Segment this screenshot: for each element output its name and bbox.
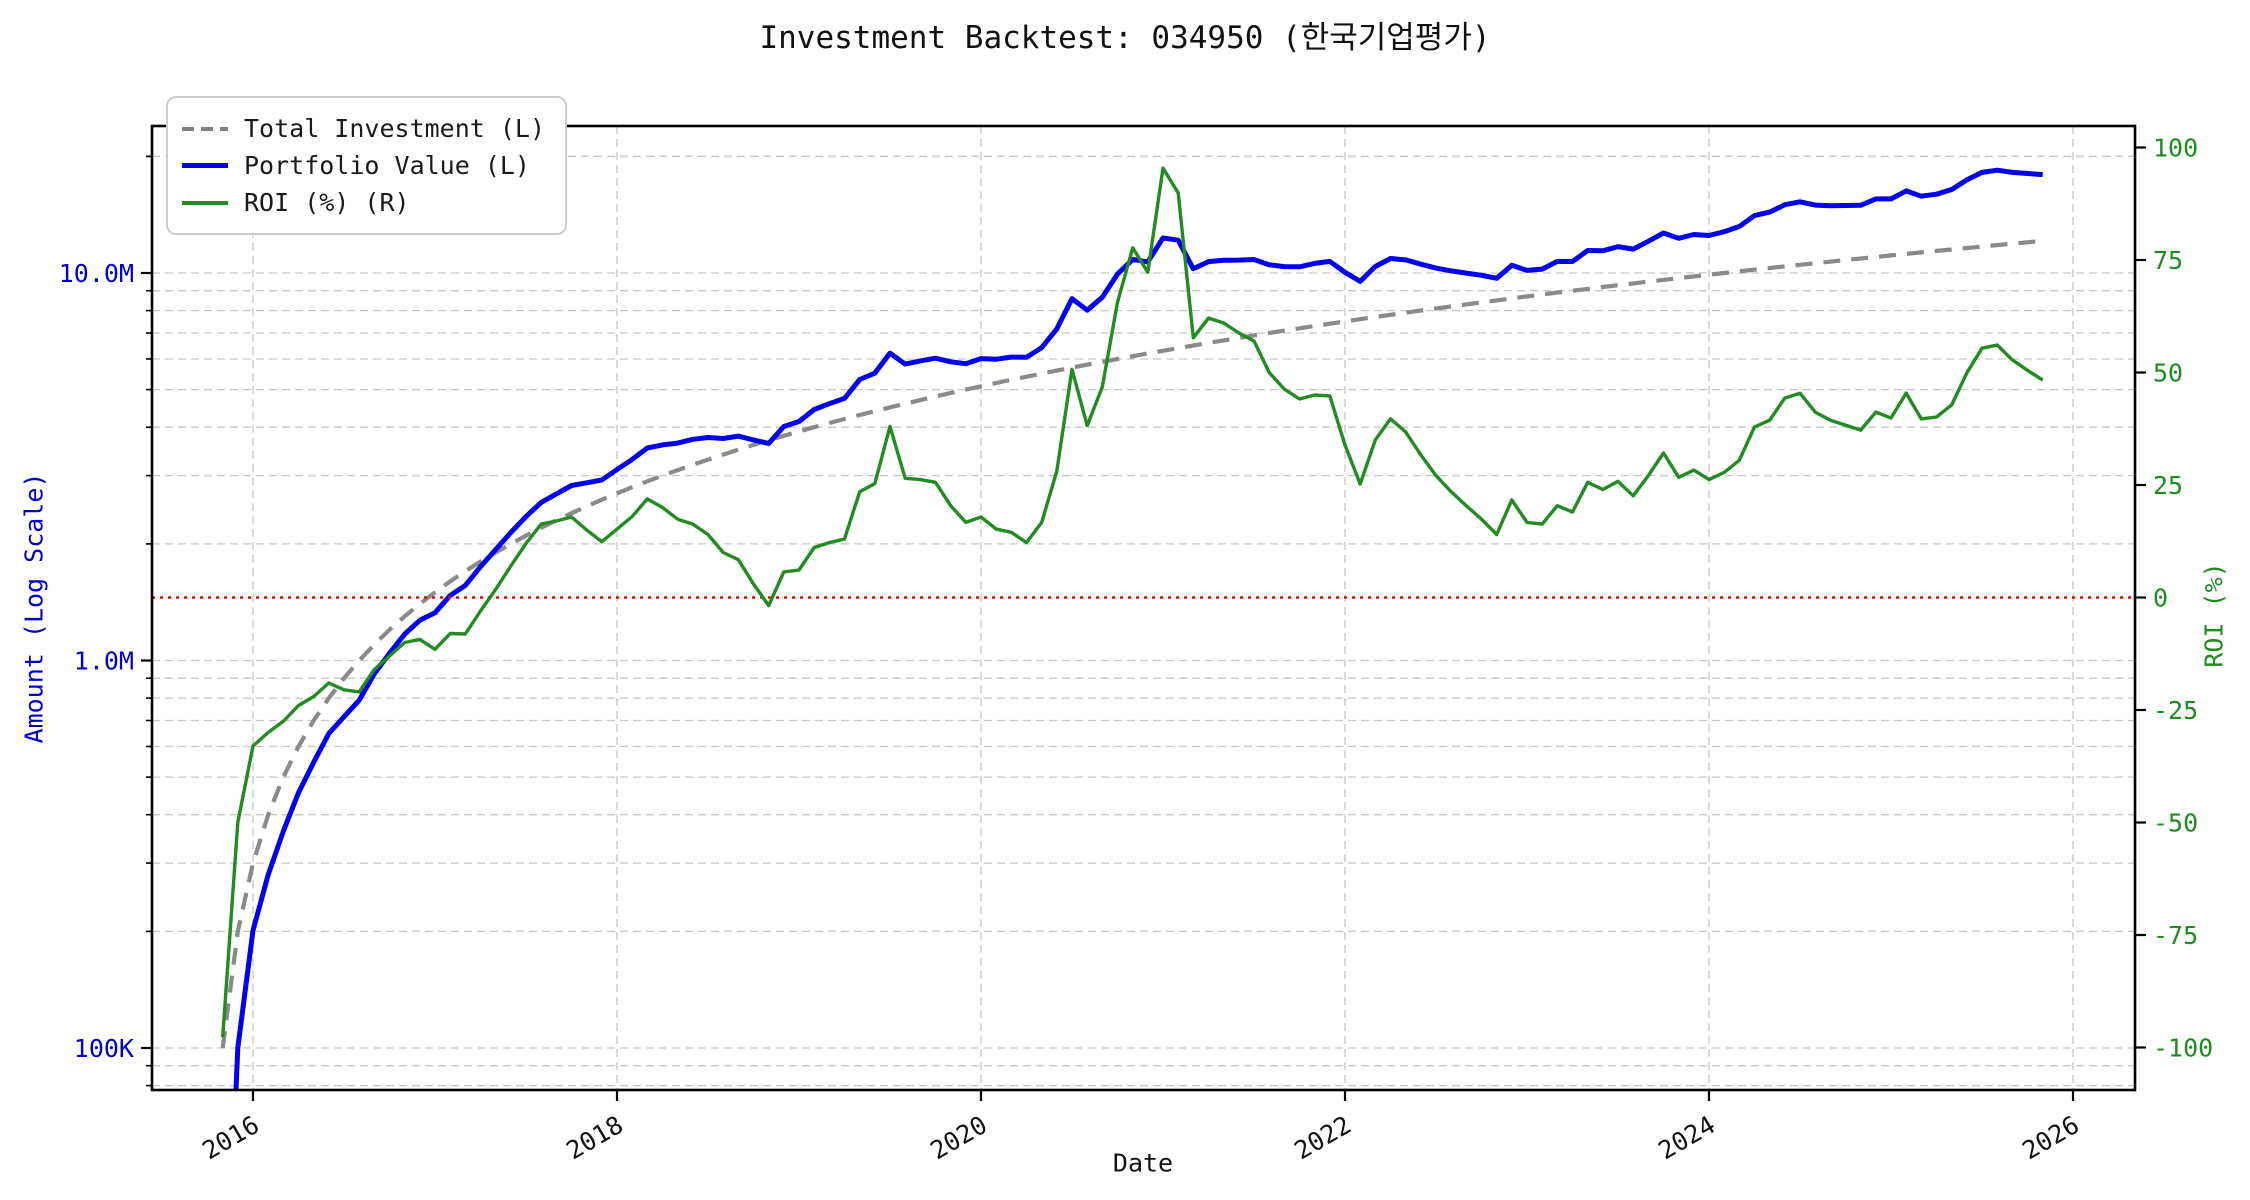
legend-item-roi: ROI (%) (R) bbox=[182, 188, 545, 217]
green-line-swatch-icon bbox=[182, 200, 228, 205]
right-tick-label: 75 bbox=[2153, 246, 2183, 275]
right-tick-label: -100 bbox=[2153, 1034, 2213, 1063]
right-tick-label: 100 bbox=[2153, 134, 2198, 163]
right-tick-label: 25 bbox=[2153, 471, 2183, 500]
right-tick-label: -50 bbox=[2153, 809, 2198, 838]
legend-label: Portfolio Value (L) bbox=[244, 151, 530, 180]
roi-line bbox=[221, 166, 2044, 1038]
legend-label: Total Investment (L) bbox=[244, 114, 546, 143]
x-axis-label: Date bbox=[1112, 1148, 1174, 1178]
legend-label: ROI (%) (R) bbox=[244, 188, 410, 217]
legend-item-total-investment: Total Investment (L) bbox=[182, 114, 545, 143]
left-tick-label: 1.0M bbox=[74, 647, 134, 676]
plot-border bbox=[150, 124, 2137, 1092]
right-tick-label: 0 bbox=[2153, 584, 2168, 613]
blue-line-swatch-icon bbox=[182, 163, 228, 168]
left-axis-label: Amount (Log Scale) bbox=[19, 472, 49, 744]
total-investment-line bbox=[220, 238, 2043, 1049]
left-tick-label: 100K bbox=[74, 1034, 134, 1063]
right-tick-label: -75 bbox=[2153, 921, 2198, 950]
right-tick-label: -25 bbox=[2153, 696, 2198, 725]
portfolio-value-line bbox=[233, 167, 2043, 1090]
left-tick-label: 10.0M bbox=[59, 259, 134, 288]
right-axis-label: ROI (%) bbox=[2199, 562, 2229, 668]
legend: Total Investment (L) Portfolio Value (L)… bbox=[166, 96, 568, 235]
dashed-line-swatch-icon bbox=[182, 126, 228, 131]
legend-item-portfolio-value: Portfolio Value (L) bbox=[182, 151, 545, 180]
right-tick-label: 50 bbox=[2153, 359, 2183, 388]
chart-title: Investment Backtest: 034950 (한국기업평가) bbox=[759, 20, 1491, 56]
